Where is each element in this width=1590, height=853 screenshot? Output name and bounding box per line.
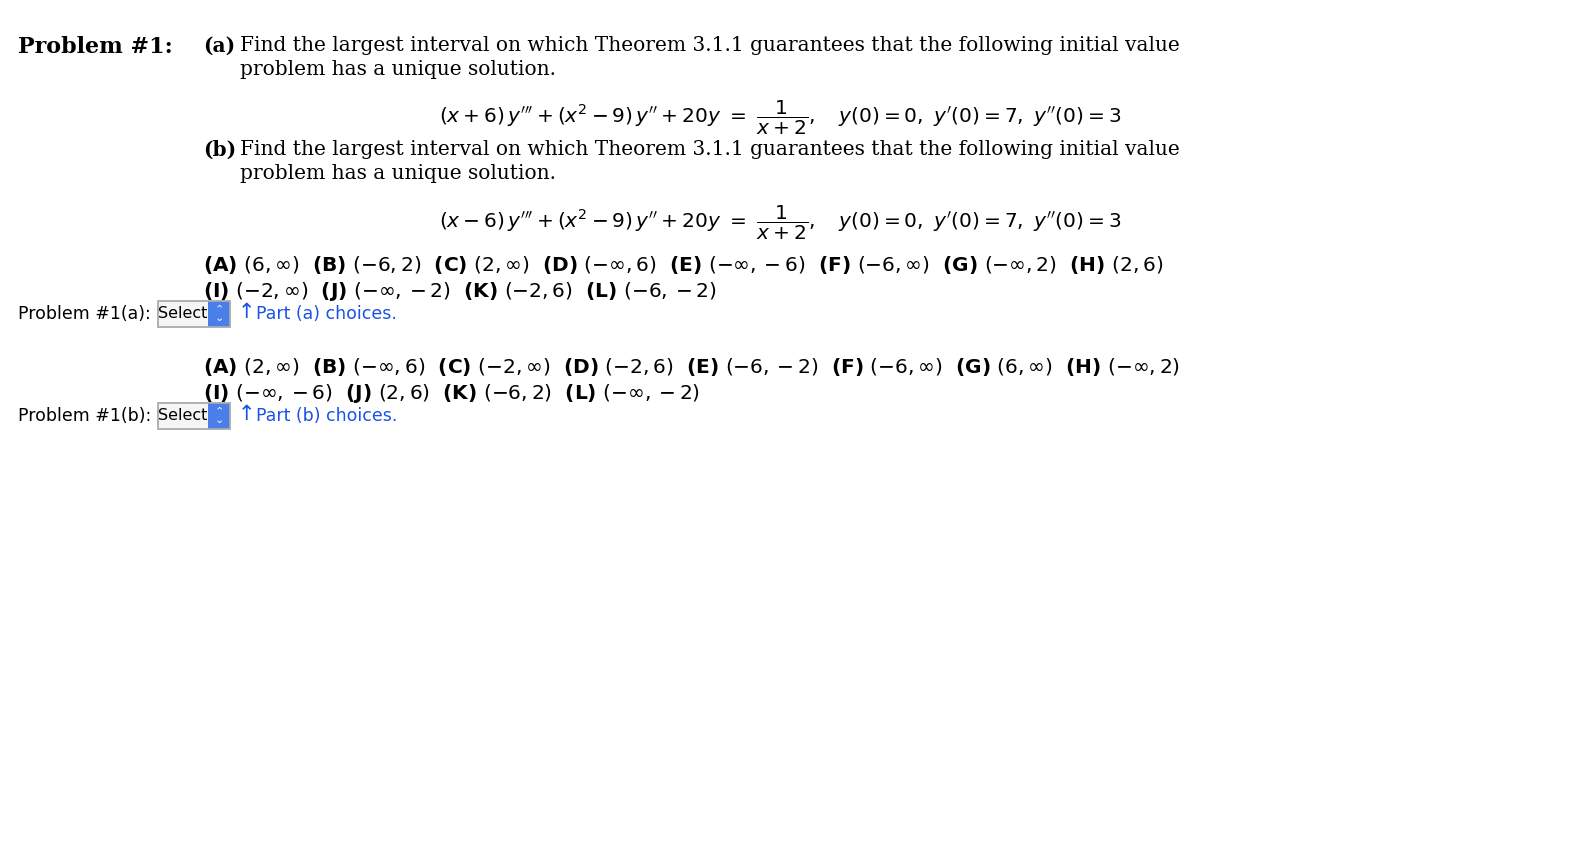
Text: $\mathbf{(A)}\ (2, \infty)\ \ $$\mathbf{(B)}\ (-\infty, 6)\ \ $$\mathbf{(C)}\ (-: $\mathbf{(A)}\ (2, \infty)\ \ $$\mathbf{…: [204, 356, 1180, 378]
Text: Problem #1(a):: Problem #1(a):: [17, 305, 151, 322]
Text: problem has a unique solution.: problem has a unique solution.: [240, 60, 556, 79]
Text: Part (b) choices.: Part (b) choices.: [256, 407, 398, 425]
Text: $\mathbf{(I)}\ (-\infty, -6)\ \ $$\mathbf{(J)}\ (2, 6)\ \ $$\mathbf{(K)}\ (-6, 2: $\mathbf{(I)}\ (-\infty, -6)\ \ $$\mathb…: [204, 381, 700, 404]
Text: problem has a unique solution.: problem has a unique solution.: [240, 164, 556, 183]
Text: Find the largest interval on which Theorem 3.1.1 guarantees that the following i: Find the largest interval on which Theor…: [240, 36, 1180, 55]
Text: Select: Select: [159, 306, 208, 321]
Text: Problem #1(b):: Problem #1(b):: [17, 407, 151, 425]
Text: Problem #1:: Problem #1:: [17, 36, 173, 58]
Text: Find the largest interval on which Theorem 3.1.1 guarantees that the following i: Find the largest interval on which Theor…: [240, 140, 1180, 159]
Text: (b): (b): [204, 140, 237, 160]
FancyBboxPatch shape: [208, 302, 231, 328]
FancyBboxPatch shape: [208, 403, 231, 430]
Text: ↑: ↑: [238, 302, 256, 322]
Text: (a): (a): [204, 36, 235, 56]
Text: ⌃
⌄: ⌃ ⌄: [215, 305, 224, 322]
Text: $(x + 6)\, y''' + (x^2 - 9)\, y'' + 20y \ = \ \dfrac{1}{x+2}, \quad y(0) = 0,\ y: $(x + 6)\, y''' + (x^2 - 9)\, y'' + 20y …: [439, 99, 1121, 137]
Text: ⌃
⌄: ⌃ ⌄: [215, 406, 224, 425]
Text: ↑: ↑: [238, 403, 256, 423]
Text: $\mathbf{(A)}\ (6, \infty)\ \ $$\mathbf{(B)}\ (-6, 2)\ \ $$\mathbf{(C)}\ (2, \in: $\mathbf{(A)}\ (6, \infty)\ \ $$\mathbf{…: [204, 253, 1164, 276]
Text: Select: Select: [159, 408, 208, 423]
Text: $\mathbf{(I)}\ (-2, \infty)\ \ $$\mathbf{(J)}\ (-\infty, -2)\ \ $$\mathbf{(K)}\ : $\mathbf{(I)}\ (-2, \infty)\ \ $$\mathbf…: [204, 280, 717, 303]
FancyBboxPatch shape: [157, 403, 231, 430]
Text: Part (a) choices.: Part (a) choices.: [256, 305, 398, 322]
FancyBboxPatch shape: [157, 302, 231, 328]
Text: $(x - 6)\, y''' + (x^2 - 9)\, y'' + 20y \ = \ \dfrac{1}{x+2}, \quad y(0) = 0,\ y: $(x - 6)\, y''' + (x^2 - 9)\, y'' + 20y …: [439, 204, 1121, 242]
